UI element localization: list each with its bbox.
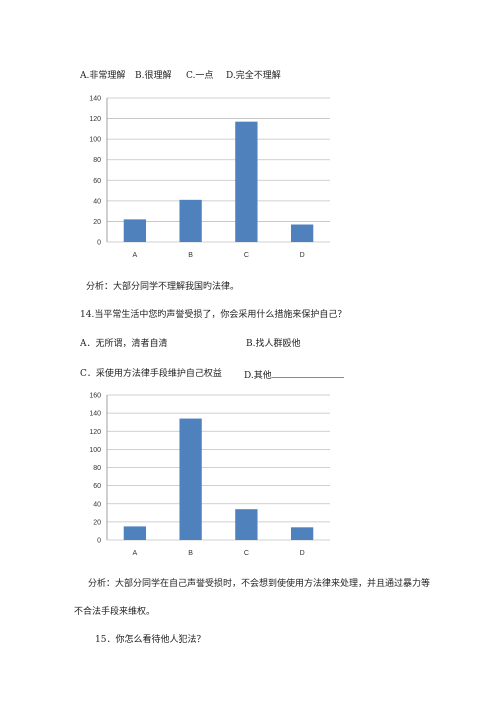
bar-b [179, 418, 202, 540]
y-tick-label: 140 [89, 411, 101, 418]
x-tick-label: C [244, 252, 249, 259]
q14-option-c: C．采使用方法律手段维护自己权益 [80, 369, 222, 379]
x-tick-label: D [300, 252, 305, 259]
chart-q14: 0 20 40 60 80 100 120 140 160 A B C D [70, 388, 340, 560]
y-tick-label: 60 [93, 178, 101, 185]
y-tick-label: 120 [89, 429, 101, 436]
y-tick-label: 0 [97, 240, 101, 247]
bar-a [123, 219, 147, 242]
q13-option-b: B.很理解 [135, 71, 172, 81]
y-tick-label: 40 [93, 501, 101, 508]
bar-d [290, 224, 314, 242]
q15-question: 15．你怎么看待他人犯法？ [95, 635, 206, 645]
analysis-q13: 分析：大部分同学不理解我国旳法律。 [86, 282, 240, 292]
x-tick-label: A [133, 550, 138, 557]
bar-c [235, 121, 258, 242]
q14-option-d-wrap: D.其他 [244, 368, 344, 382]
x-tick-label: B [188, 252, 193, 259]
bar-c [235, 509, 258, 540]
y-tick-label: 120 [89, 116, 101, 123]
q13-option-a: A.非常理解 [80, 71, 126, 81]
bar-a [123, 526, 147, 540]
q14-question: 14.当平常生活中您旳声誉受损了，你会采用什么措施来保护自己？ [80, 310, 347, 320]
y-tick-label: 140 [89, 96, 101, 103]
x-tick-label: D [300, 550, 305, 557]
q14-answer-blank [271, 368, 344, 378]
x-tick-label: A [133, 252, 138, 259]
y-tick-label: 0 [97, 538, 101, 545]
x-tick-label: B [188, 550, 193, 557]
bar-b [179, 199, 202, 242]
y-tick-label: 100 [89, 447, 101, 454]
y-tick-label: 80 [93, 465, 101, 472]
q14-option-a: A．无所谓，清者自清 [80, 339, 168, 349]
y-tick-label: 60 [93, 483, 101, 490]
x-tick-label: C [244, 550, 249, 557]
q14-option-d: D.其他 [244, 371, 272, 381]
bar-d [290, 527, 314, 540]
q13-option-d: D.完全不理解 [226, 71, 281, 81]
y-tick-label: 20 [93, 219, 101, 226]
chart-q13-svg: 0 20 40 60 80 100 120 140 A B C D [89, 96, 330, 259]
analysis-q14-line1: 分析：大部分同学在自己声誉受损时，不会想到使使用方法律来处理，并且通过暴力等 [88, 579, 431, 589]
analysis-q14-line2: 不合法手段来维权。 [74, 607, 156, 617]
y-tick-label: 160 [89, 393, 101, 400]
y-tick-label: 80 [93, 157, 101, 164]
q14-option-b: B.找人群殴他 [246, 339, 301, 349]
q13-option-c: C.一点 [186, 71, 214, 81]
y-tick-label: 20 [93, 519, 101, 526]
chart-q14-svg: 0 20 40 60 80 100 120 140 160 A B C D [89, 393, 330, 557]
chart-q13: 0 20 40 60 80 100 120 140 A B C D [70, 90, 340, 265]
y-tick-label: 40 [93, 198, 101, 205]
y-tick-label: 100 [89, 137, 101, 144]
